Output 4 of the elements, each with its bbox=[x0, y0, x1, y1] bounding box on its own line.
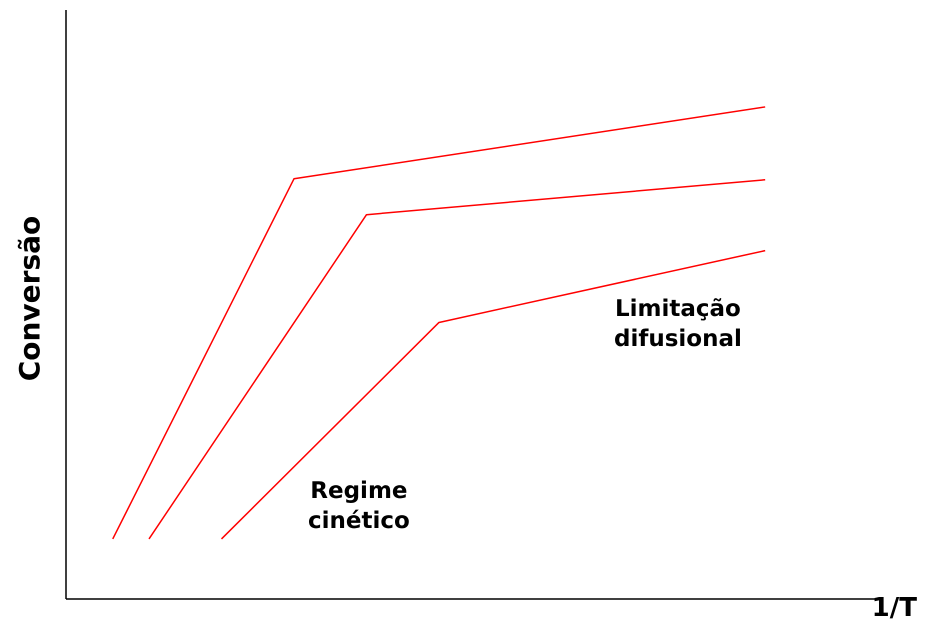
y-axis-title: Conversão bbox=[14, 215, 47, 381]
annotation: Limitação difusional bbox=[614, 295, 742, 354]
x-axis-title: 1/T bbox=[872, 593, 917, 623]
annotation: Regime cinético bbox=[308, 477, 410, 536]
